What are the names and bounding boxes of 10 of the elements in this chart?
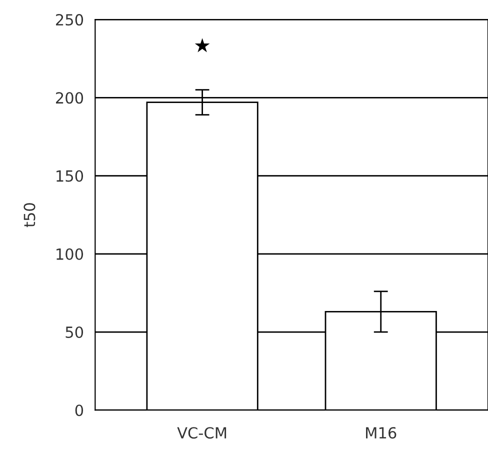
annotation: ★ [194, 38, 210, 52]
y-tick-label: 100 [56, 248, 84, 260]
y-tick-label: 200 [56, 92, 84, 104]
y-tick-label: 0 [75, 404, 84, 416]
x-tick-label: M16 [366, 427, 396, 439]
y-tick-label: 150 [56, 170, 84, 182]
x-tick-label: VC-CM [177, 427, 226, 439]
y-tick-label: 250 [56, 14, 84, 26]
y-axis-title: t50 [24, 203, 36, 228]
y-tick-label: 50 [66, 326, 84, 338]
